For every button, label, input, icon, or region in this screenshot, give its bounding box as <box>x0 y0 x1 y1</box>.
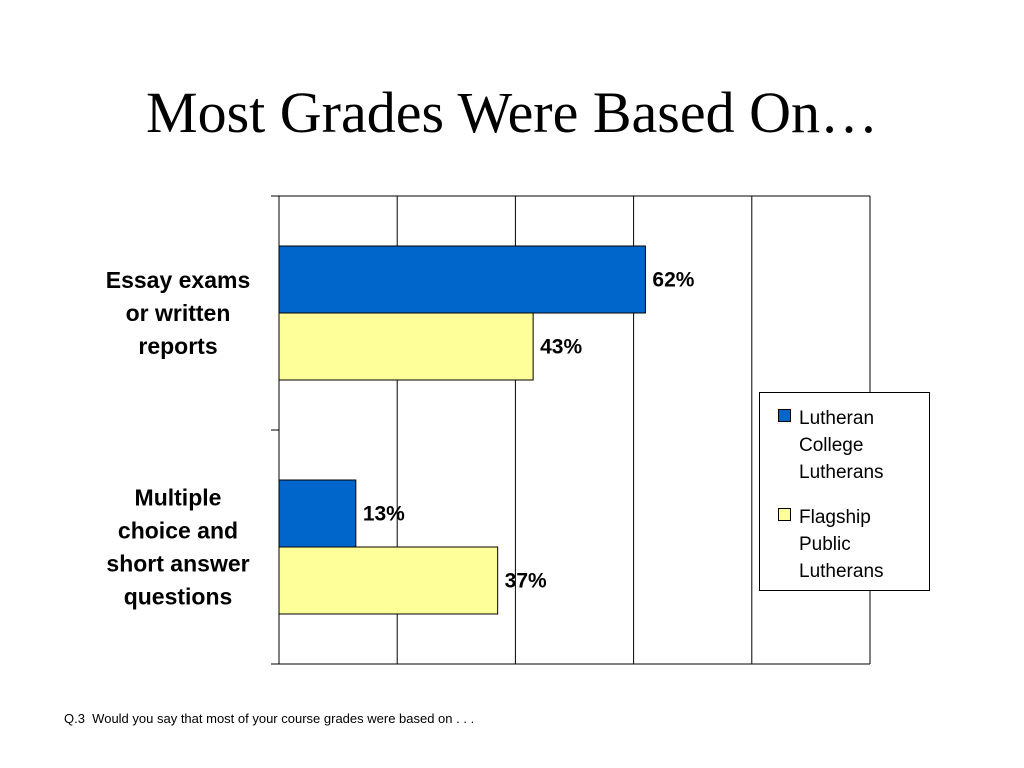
chart-legend: Lutheran College Lutherans Flagship Publ… <box>759 392 930 591</box>
page-title: Most Grades Were Based On… <box>146 80 878 145</box>
legend-swatch-series-1 <box>778 409 791 422</box>
category-label-line: or written <box>126 300 231 326</box>
category-label-line: questions <box>124 584 233 610</box>
data-labels: 62% 43% 13% 37% <box>363 269 695 593</box>
category-label: Multiple choice and short answer questions <box>106 485 249 610</box>
footnote: Q.3 Would you say that most of your cour… <box>64 711 475 726</box>
bar-lutheran-college-2 <box>278 479 357 548</box>
legend-swatch-series-2 <box>778 508 791 521</box>
category-label-line: short answer <box>106 551 249 577</box>
category-label-line: reports <box>138 333 217 359</box>
category-label-line: Multiple <box>135 485 222 511</box>
legend-label-series-1: Lutheran College Lutherans <box>799 408 884 483</box>
bar-flagship-public-1 <box>278 312 534 381</box>
category-labels: Essay exams or written reports Multiple choi… <box>106 267 251 610</box>
category-label-line: Essay exams <box>106 267 251 293</box>
bar-lutheran-college-1 <box>278 245 646 314</box>
bars <box>278 245 646 615</box>
category-label: Essay exams or written reports <box>106 267 251 359</box>
legend-label-series-2: Flagship Public Lutherans <box>799 507 884 582</box>
data-label: 13% <box>363 503 405 526</box>
data-label: 37% <box>505 570 547 593</box>
data-label: 43% <box>540 336 582 359</box>
data-label: 62% <box>652 269 694 292</box>
category-label-line: choice and <box>118 518 238 544</box>
bar-flagship-public-2 <box>278 546 499 615</box>
category-axis <box>271 195 870 665</box>
